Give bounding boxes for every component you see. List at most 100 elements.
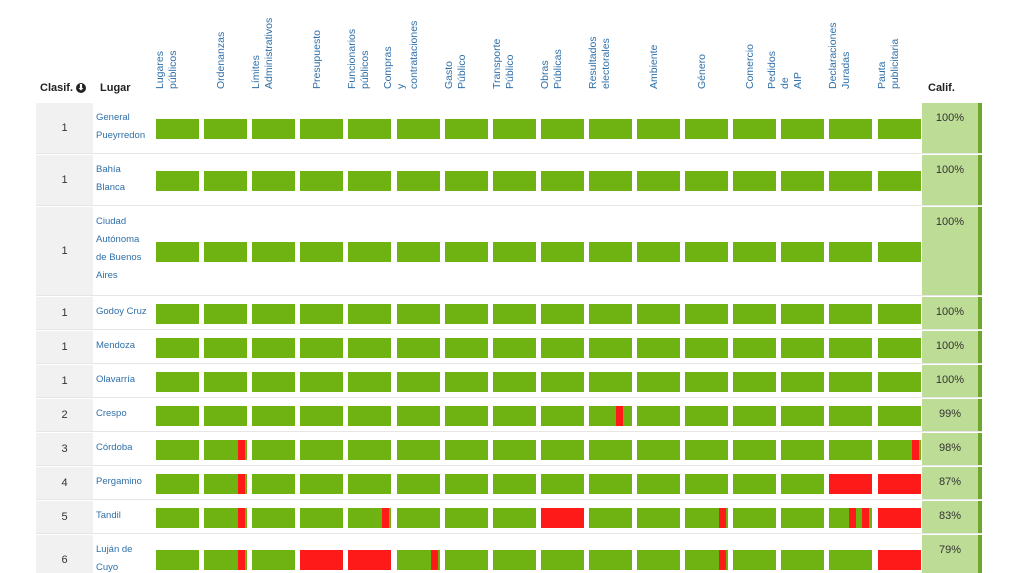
status-cell[interactable] (637, 550, 680, 570)
status-cell[interactable] (396, 474, 440, 494)
status-cell[interactable] (685, 338, 729, 358)
status-cell[interactable] (637, 474, 680, 494)
status-cell[interactable] (348, 406, 392, 426)
status-cell[interactable] (540, 406, 584, 426)
status-cell[interactable] (492, 508, 536, 528)
status-cell[interactable] (540, 440, 584, 460)
status-cell[interactable] (492, 119, 536, 139)
status-cell[interactable] (877, 171, 921, 191)
status-cell[interactable] (444, 304, 488, 324)
status-cell[interactable] (733, 304, 777, 324)
status-cell[interactable] (156, 474, 199, 494)
status-cell[interactable] (877, 242, 921, 262)
status-cell[interactable] (685, 474, 729, 494)
status-cell[interactable] (492, 304, 536, 324)
status-cell[interactable] (829, 406, 873, 426)
status-cell[interactable] (396, 119, 440, 139)
status-cell[interactable] (588, 304, 632, 324)
status-cell[interactable] (252, 171, 296, 191)
status-cell[interactable] (156, 372, 199, 392)
place-link[interactable]: Tandil (96, 507, 154, 525)
status-cell[interactable] (300, 372, 344, 392)
status-cell[interactable] (588, 338, 632, 358)
status-cell[interactable] (204, 508, 248, 528)
status-cell[interactable] (588, 242, 632, 262)
status-cell[interactable] (829, 171, 873, 191)
status-cell[interactable] (829, 508, 873, 528)
status-cell[interactable] (781, 171, 825, 191)
status-cell[interactable] (637, 440, 680, 460)
status-cell[interactable] (156, 242, 199, 262)
status-cell[interactable] (252, 440, 296, 460)
status-cell[interactable] (300, 242, 344, 262)
status-cell[interactable] (300, 440, 344, 460)
status-cell[interactable] (300, 474, 344, 494)
status-cell[interactable] (492, 474, 536, 494)
status-cell[interactable] (300, 338, 344, 358)
status-cell[interactable] (829, 119, 873, 139)
status-cell[interactable] (348, 372, 392, 392)
status-cell[interactable] (877, 508, 921, 528)
status-cell[interactable] (685, 171, 729, 191)
status-cell[interactable] (781, 406, 825, 426)
status-cell[interactable] (300, 119, 344, 139)
status-cell[interactable] (348, 440, 392, 460)
status-cell[interactable] (540, 171, 584, 191)
status-cell[interactable] (781, 440, 825, 460)
status-cell[interactable] (540, 474, 584, 494)
status-cell[interactable] (733, 474, 777, 494)
status-cell[interactable] (685, 440, 729, 460)
status-cell[interactable] (733, 406, 777, 426)
place-link[interactable]: Bahía Blanca (96, 161, 154, 197)
status-cell[interactable] (204, 440, 248, 460)
status-cell[interactable] (877, 406, 921, 426)
status-cell[interactable] (348, 508, 392, 528)
place-link[interactable]: Luján de Cuyo (96, 541, 154, 573)
status-cell[interactable] (444, 406, 488, 426)
status-cell[interactable] (396, 304, 440, 324)
status-cell[interactable] (252, 406, 296, 426)
status-cell[interactable] (444, 242, 488, 262)
status-cell[interactable] (204, 304, 248, 324)
status-cell[interactable] (540, 372, 584, 392)
status-cell[interactable] (300, 550, 344, 570)
place-link[interactable]: Crespo (96, 405, 154, 423)
status-cell[interactable] (637, 406, 680, 426)
status-cell[interactable] (877, 338, 921, 358)
place-link[interactable]: Olavarría (96, 371, 154, 389)
status-cell[interactable] (204, 242, 248, 262)
status-cell[interactable] (396, 171, 440, 191)
status-cell[interactable] (733, 550, 777, 570)
status-cell[interactable] (492, 242, 536, 262)
status-cell[interactable] (348, 242, 392, 262)
status-cell[interactable] (300, 406, 344, 426)
status-cell[interactable] (348, 550, 392, 570)
status-cell[interactable] (252, 550, 296, 570)
status-cell[interactable] (877, 474, 921, 494)
status-cell[interactable] (588, 508, 632, 528)
status-cell[interactable] (204, 171, 248, 191)
status-cell[interactable] (396, 242, 440, 262)
status-cell[interactable] (492, 171, 536, 191)
status-cell[interactable] (829, 242, 873, 262)
status-cell[interactable] (877, 372, 921, 392)
status-cell[interactable] (781, 338, 825, 358)
status-cell[interactable] (204, 119, 248, 139)
status-cell[interactable] (396, 338, 440, 358)
status-cell[interactable] (252, 508, 296, 528)
status-cell[interactable] (588, 406, 632, 426)
status-cell[interactable] (156, 550, 199, 570)
status-cell[interactable] (348, 171, 392, 191)
status-cell[interactable] (444, 372, 488, 392)
place-link[interactable]: Ciudad Autónoma de Buenos Aires (96, 213, 154, 285)
status-cell[interactable] (204, 372, 248, 392)
status-cell[interactable] (685, 508, 729, 528)
status-cell[interactable] (348, 119, 392, 139)
status-cell[interactable] (348, 474, 392, 494)
status-cell[interactable] (685, 304, 729, 324)
status-cell[interactable] (396, 550, 440, 570)
status-cell[interactable] (156, 338, 199, 358)
status-cell[interactable] (588, 474, 632, 494)
status-cell[interactable] (156, 508, 199, 528)
status-cell[interactable] (637, 171, 680, 191)
